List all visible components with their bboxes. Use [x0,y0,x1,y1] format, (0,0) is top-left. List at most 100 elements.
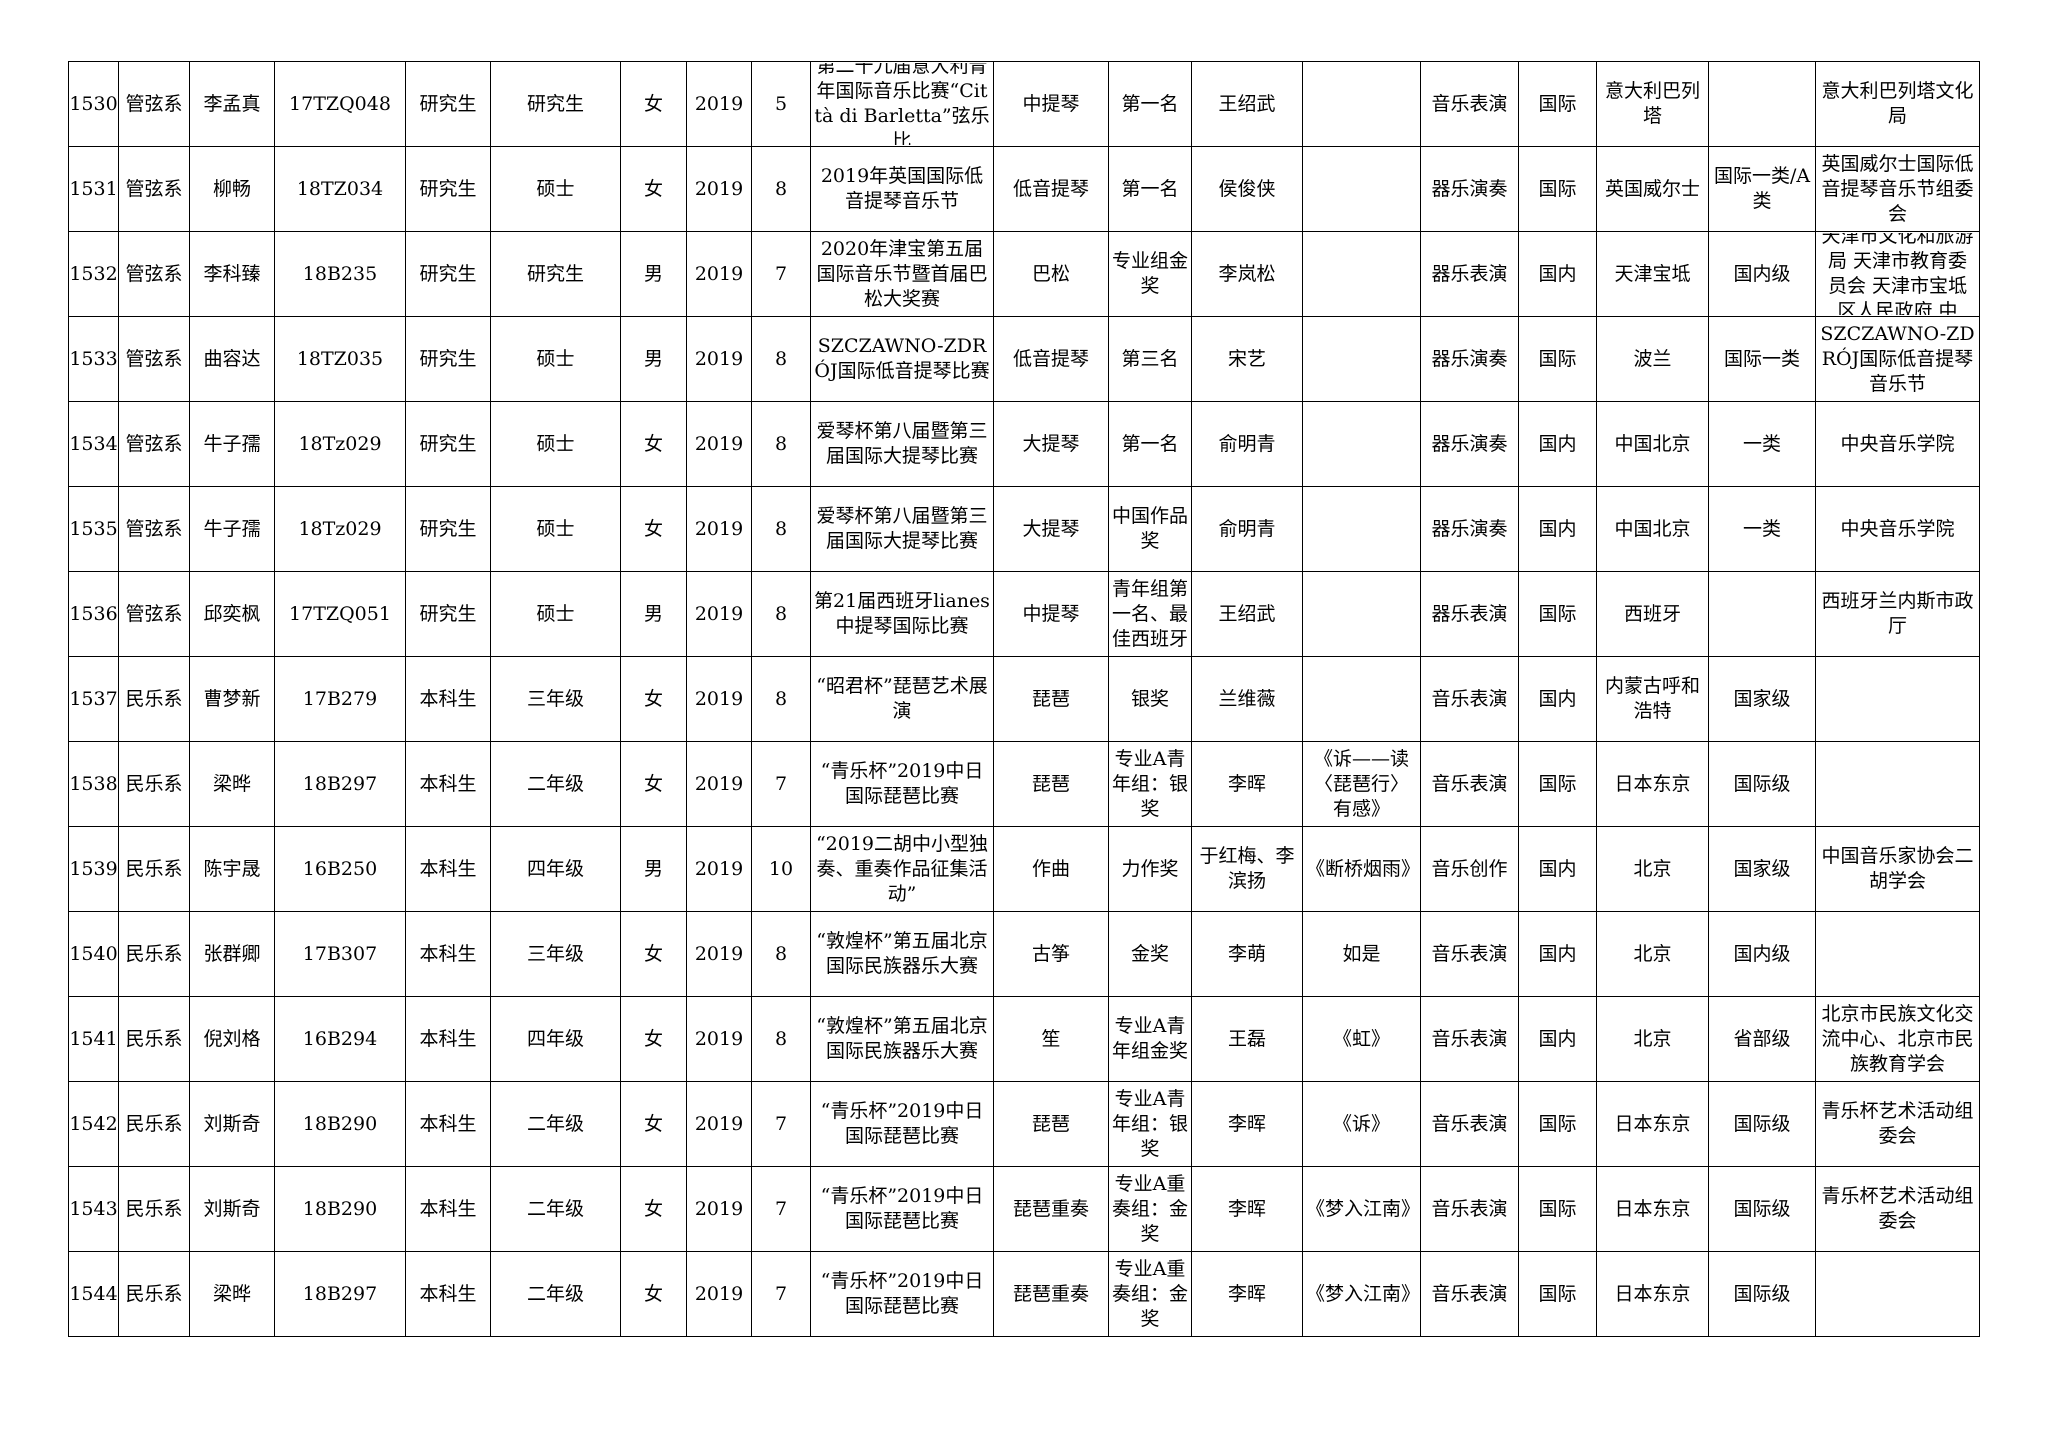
table-cell: 1535 [68,486,119,572]
cell-text: 专业A重奏组：金奖 [1112,1172,1189,1245]
table-cell: 柳畅 [189,146,275,232]
table-cell: 李孟真 [189,61,275,147]
table-cell [1302,401,1421,487]
cell-text: “青乐杯”2019中日国际琵琶比赛 [820,1270,984,1317]
table-row: 1535 管弦系 牛子孺 18Tz029 研究生 硕士 女 2019 8 爱琴杯第八届暨第三届国际… [68,486,1980,572]
cell-text: 国际 [1538,1112,1577,1135]
table-cell: 2019 [686,571,752,657]
table-cell: 青年组第一名、最佳西班牙 [1108,571,1192,657]
cell-text: 国际 [1538,602,1577,625]
table-cell: 1543 [68,1166,119,1252]
cell-text: 8 [774,517,788,540]
cell-text: 18Tz029 [298,432,382,455]
cell-text: 国内级 [1733,262,1791,285]
table-cell: 本科生 [405,741,491,827]
cell-text: 2019 [694,857,744,880]
table-cell: 1532 [68,231,119,317]
table-cell: 《断桥烟雨》 [1302,826,1421,912]
cell-text: 1538 [69,772,118,795]
table-cell: 2019 [686,1081,752,1167]
cell-text: 男 [643,602,663,625]
table-cell: 18TZ034 [274,146,406,232]
cell-text: 民乐系 [125,942,183,965]
cell-text [1816,658,1979,740]
cell-text: 作曲 [1031,857,1070,880]
table-cell: 2019 [686,911,752,997]
table-cell: 民乐系 [118,911,190,997]
table-cell: 陈宇晟 [189,826,275,912]
cell-text: 四年级 [526,857,584,880]
table-cell: 民乐系 [118,996,190,1082]
table-cell: 研究生 [405,401,491,487]
cell-text: 二年级 [526,1112,584,1135]
table-cell: 国际 [1518,316,1597,402]
cell-text: 17TZQ051 [289,602,391,625]
cell-text: 国内 [1538,432,1577,455]
table-cell: 18B290 [274,1081,406,1167]
table-cell: 中国作品奖 [1108,486,1192,572]
table-cell: “青乐杯”2019中日国际琵琶比赛 [810,1166,994,1252]
cell-text: 西班牙兰内斯市政厅 [1821,590,1974,637]
cell-text [1709,573,1815,655]
cell-text: 国际 [1538,347,1577,370]
table-cell: 金奖 [1108,911,1192,997]
table-cell: 王绍武 [1191,571,1303,657]
cell-text: 1535 [69,517,118,540]
cell-text: 国内级 [1733,942,1791,965]
table-cell: 16B250 [274,826,406,912]
cell-text: 女 [643,92,663,115]
table-cell: 音乐创作 [1420,826,1519,912]
table-cell: 硕士 [490,401,621,487]
table-cell: 7 [751,231,811,317]
table-cell: 英国威尔士国际低音提琴音乐节组委会 [1815,146,1980,232]
table-cell: 牛子孺 [189,486,275,572]
table-cell: 女 [620,1166,687,1252]
table-cell: 18Tz029 [274,401,406,487]
cell-text: 1544 [69,1282,118,1305]
cell-text: 琵琶重奏 [1012,1282,1089,1305]
table-cell: 琵琶重奏 [993,1166,1109,1252]
cell-text: 《梦入江南》 [1306,1282,1420,1305]
table-cell: 1541 [68,996,119,1082]
table-cell: 8 [751,486,811,572]
table-cell: 国内 [1518,401,1597,487]
table-cell: 器乐演奏 [1420,146,1519,232]
table-cell: 日本东京 [1596,1166,1709,1252]
table-cell: 国际 [1518,146,1597,232]
table-cell: 1531 [68,146,119,232]
cell-text: 音乐表演 [1431,1197,1508,1220]
table-cell: 第三名 [1108,316,1192,402]
table-cell: 天津市文化和旅游局 天津市教育委员会 天津市宝坻区人民政府 中 [1815,231,1980,317]
table-cell [1815,656,1980,742]
cell-text: 音乐表演 [1431,687,1508,710]
table-cell: 专业A重奏组：金奖 [1108,1166,1192,1252]
cell-text: 一类 [1742,432,1781,455]
cell-text: 民乐系 [125,772,183,795]
cell-text: 1533 [69,347,118,370]
table-cell: 国内 [1518,996,1597,1082]
cell-text: 研究生 [419,92,477,115]
table-cell: 专业组金奖 [1108,231,1192,317]
cell-text: 研究生 [526,92,584,115]
table-cell: 二年级 [490,1166,621,1252]
table-cell: 天津宝坻 [1596,231,1709,317]
cell-text: 7 [774,1112,788,1135]
cell-text: 1532 [69,262,118,285]
cell-text: 国际 [1538,1282,1577,1305]
cell-text: 笙 [1041,1027,1061,1050]
cell-text: 本科生 [419,1027,477,1050]
table-cell: 男 [620,571,687,657]
table-cell: 17B307 [274,911,406,997]
cell-text: 男 [643,347,663,370]
cell-text: 本科生 [419,857,477,880]
cell-text: 波兰 [1633,347,1672,370]
table-row: 1542 民乐系 刘斯奇 18B290 本科生 二年级 女 2019 7 “青乐杯”2019中日国… [68,1081,1980,1167]
table-cell: 第21届西班牙lianes中提琴国际比赛 [810,571,994,657]
table-cell [1302,316,1421,402]
table-cell: 国际一类 [1708,316,1816,402]
table-cell: 18B297 [274,741,406,827]
table-cell: 2019 [686,401,752,487]
table-cell: 8 [751,316,811,402]
cell-text: 低音提琴 [1012,177,1089,200]
cell-text: “青乐杯”2019中日国际琵琶比赛 [820,760,984,807]
